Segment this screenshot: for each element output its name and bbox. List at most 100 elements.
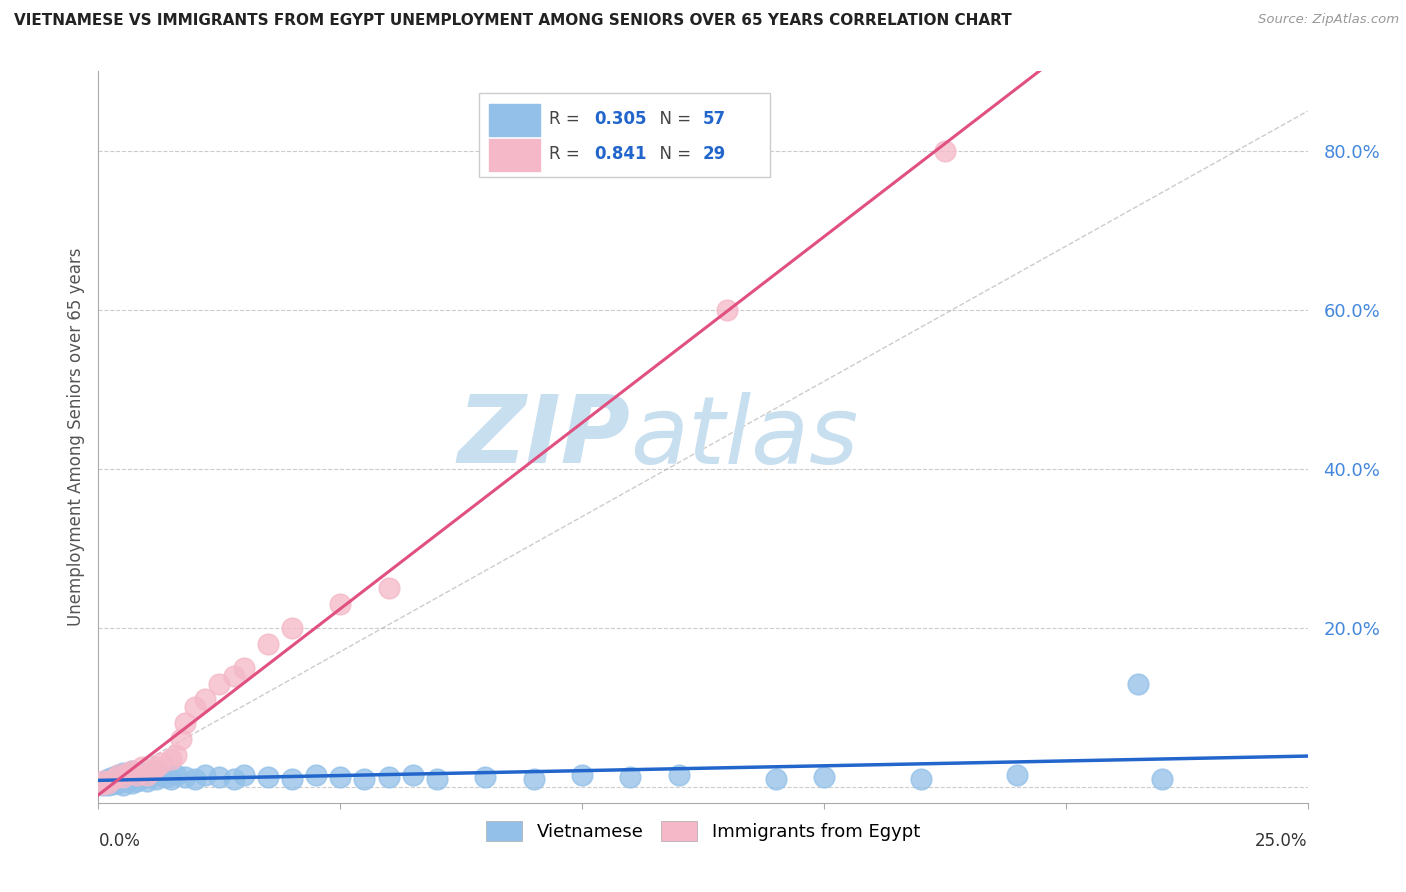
Point [111, 770, 134, 784]
Point [184, 772, 207, 786]
Point [97, 772, 120, 786]
Point [910, 772, 932, 786]
Point [222, 772, 245, 786]
Point [111, 772, 134, 786]
Point [121, 772, 143, 786]
Point [91, 777, 114, 791]
Point [127, 774, 149, 789]
Point [131, 770, 153, 784]
Point [127, 768, 149, 782]
Point [160, 772, 183, 786]
Point [165, 768, 187, 782]
Point [97, 773, 120, 788]
Point [107, 768, 129, 782]
Point [111, 778, 134, 792]
Point [150, 768, 173, 782]
Point [101, 770, 124, 784]
Point [281, 772, 304, 786]
Point [1007, 768, 1029, 782]
Point [135, 768, 157, 782]
Text: 0.0%: 0.0% [98, 832, 141, 850]
Point [329, 770, 352, 784]
Point [169, 732, 191, 747]
Point [194, 768, 217, 782]
Point [111, 765, 134, 780]
Point [101, 777, 124, 791]
Point [232, 768, 254, 782]
Point [281, 621, 304, 635]
Point [1152, 772, 1174, 786]
Point [117, 773, 139, 788]
FancyBboxPatch shape [489, 103, 540, 136]
Point [716, 302, 738, 317]
Point [107, 773, 129, 788]
Point [155, 770, 177, 784]
Point [107, 776, 129, 790]
Point [208, 676, 231, 690]
Text: 29: 29 [703, 145, 727, 163]
Point [668, 768, 690, 782]
Point [97, 776, 120, 790]
Point [194, 692, 217, 706]
Point [91, 776, 114, 790]
Point [184, 700, 207, 714]
Point [145, 764, 167, 778]
Text: R =: R = [550, 145, 585, 163]
Point [765, 772, 787, 786]
Point [934, 144, 956, 158]
Point [402, 768, 425, 782]
Point [523, 772, 546, 786]
Point [232, 660, 254, 674]
Point [135, 773, 157, 788]
Point [377, 581, 399, 595]
Point [426, 772, 449, 786]
Point [1128, 676, 1150, 690]
Y-axis label: Unemployment Among Seniors over 65 years: Unemployment Among Seniors over 65 years [66, 248, 84, 626]
Point [101, 774, 124, 789]
Point [174, 716, 197, 731]
Point [208, 770, 231, 784]
Point [145, 772, 167, 786]
Text: R =: R = [550, 110, 585, 128]
Point [165, 748, 187, 763]
Point [141, 764, 163, 778]
Point [571, 768, 593, 782]
Point [127, 768, 149, 782]
Point [474, 770, 496, 784]
Text: 0.305: 0.305 [595, 110, 647, 128]
Point [813, 770, 835, 784]
Point [135, 770, 157, 784]
Point [619, 770, 641, 784]
Point [121, 764, 143, 778]
Point [117, 768, 139, 782]
Point [256, 770, 278, 784]
Point [160, 752, 183, 766]
Point [117, 765, 139, 780]
Text: atlas: atlas [630, 392, 859, 483]
Point [121, 776, 143, 790]
Point [131, 760, 153, 774]
Point [222, 668, 245, 682]
FancyBboxPatch shape [479, 94, 769, 178]
Point [91, 778, 114, 792]
Point [121, 764, 143, 778]
FancyBboxPatch shape [489, 139, 540, 171]
Point [101, 772, 124, 786]
Text: VIETNAMESE VS IMMIGRANTS FROM EGYPT UNEMPLOYMENT AMONG SENIORS OVER 65 YEARS COR: VIETNAMESE VS IMMIGRANTS FROM EGYPT UNEM… [14, 13, 1012, 29]
Point [145, 760, 167, 774]
Point [305, 768, 328, 782]
Text: 57: 57 [703, 110, 725, 128]
Point [353, 772, 375, 786]
Text: N =: N = [648, 145, 696, 163]
Point [107, 768, 129, 782]
Point [131, 765, 153, 780]
Point [174, 770, 197, 784]
Point [141, 768, 163, 782]
Text: 25.0%: 25.0% [1256, 832, 1308, 850]
Point [91, 773, 114, 788]
Point [97, 778, 120, 792]
Legend: Vietnamese, Immigrants from Egypt: Vietnamese, Immigrants from Egypt [478, 814, 928, 848]
Point [377, 770, 399, 784]
Text: Source: ZipAtlas.com: Source: ZipAtlas.com [1258, 13, 1399, 27]
Point [329, 597, 352, 611]
